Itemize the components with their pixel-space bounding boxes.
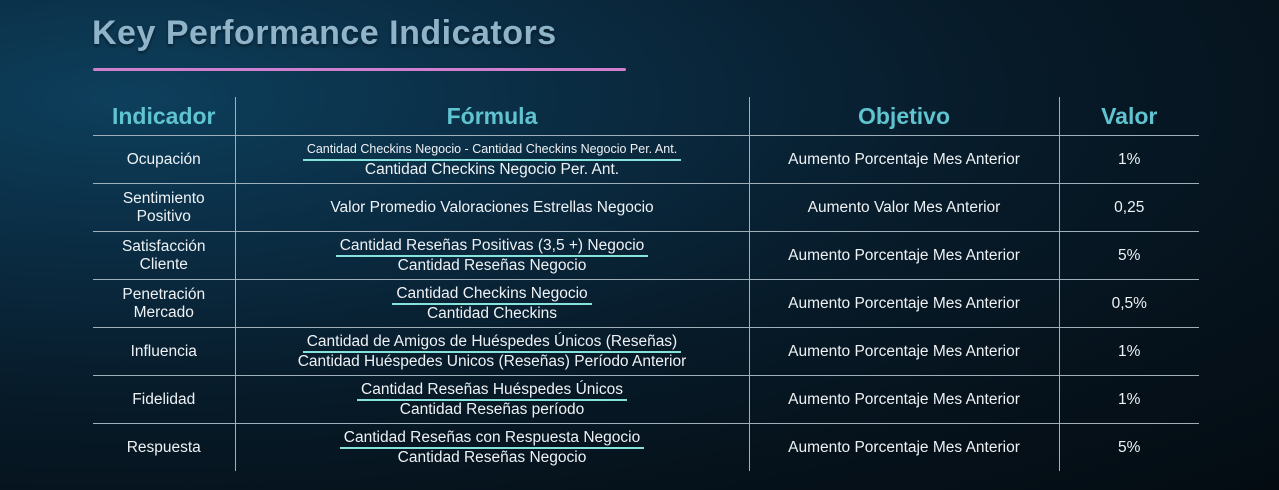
indicador-cell: Fidelidad <box>93 375 235 424</box>
indicador-cell: Influencia <box>93 327 235 376</box>
formula-cell: Cantidad Reseñas Positivas (3,5 +) Negoc… <box>234 231 749 280</box>
header-objetivo: Objetivo <box>748 97 1059 136</box>
valor-cell: 1% <box>1058 375 1199 424</box>
title-underline <box>93 68 626 71</box>
formula-numerator: Cantidad Reseñas Huéspedes Únicos <box>357 381 627 401</box>
formula-cell: Cantidad de Amigos de Huéspedes Únicos (… <box>234 327 749 376</box>
objetivo-cell: Aumento Porcentaje Mes Anterior <box>748 231 1059 280</box>
indicador-cell: Respuesta <box>126 438 201 456</box>
valor-cell: 5% <box>1058 423 1199 471</box>
formula-fraction: Cantidad Checkins Negocio - Cantidad Che… <box>302 140 682 178</box>
header-indicador: Indicador <box>93 97 235 136</box>
indicador-cell: Penetración Mercado <box>93 279 235 328</box>
valor-cell: 1% <box>1058 327 1199 376</box>
valor-cell: 1% <box>1058 135 1199 184</box>
indicador-cell: Satisfacción Cliente <box>93 231 235 280</box>
formula-cell: Cantidad Checkins Negocio Cantidad Check… <box>234 279 749 328</box>
objetivo-cell: Aumento Porcentaje Mes Anterior <box>748 327 1059 376</box>
formula-denominator: Cantidad Checkins <box>426 304 558 322</box>
table-row: Satisfacción Cliente Cantidad Reseñas Po… <box>93 231 1199 280</box>
slide-title: Key Performance Indicators <box>92 14 557 52</box>
table-row: Penetración Mercado Cantidad Checkins Ne… <box>93 279 1199 328</box>
formula-cell: Cantidad Checkins Negocio - Cantidad Che… <box>234 135 749 184</box>
table-row: Ocupación Cantidad Checkins Negocio - Ca… <box>93 135 1199 184</box>
valor-cell: 5% <box>1058 231 1199 280</box>
indicador-cell: Sentimiento Positivo <box>93 183 235 232</box>
valor-cell: 0,25 <box>1058 183 1199 232</box>
header-formula: Fórmula <box>234 97 749 136</box>
header-valor: Valor <box>1058 97 1199 136</box>
objetivo-cell: Aumento Porcentaje Mes Anterior <box>748 135 1059 184</box>
indicador-cell: Ocupación <box>93 135 235 184</box>
formula-denominator: Cantidad Reseñas Negocio <box>397 448 587 466</box>
formula-fraction: Cantidad Reseñas Huéspedes Únicos Cantid… <box>357 381 627 418</box>
table-row: Influencia Cantidad de Amigos de Huésped… <box>93 327 1199 376</box>
formula-denominator: Cantidad Reseñas período <box>399 400 585 418</box>
table-row: Sentimiento Positivo Valor Promedio Valo… <box>93 183 1199 232</box>
objetivo-cell: Aumento Porcentaje Mes Anterior <box>748 423 1059 471</box>
header-row: Indicador Fórmula Objetivo Valor <box>93 97 1199 136</box>
formula-fraction: Cantidad de Amigos de Huéspedes Únicos (… <box>298 333 687 370</box>
table-row: Respuesta Cantidad Reseñas con Respuesta… <box>93 423 1199 471</box>
formula-fraction: Cantidad Reseñas Positivas (3,5 +) Negoc… <box>335 237 649 274</box>
objetivo-cell: Aumento Porcentaje Mes Anterior <box>748 279 1059 328</box>
formula-fraction: Cantidad Checkins Negocio Cantidad Check… <box>392 285 592 322</box>
formula-cell: Cantidad Reseñas Huéspedes Únicos Cantid… <box>234 375 749 424</box>
formula-cell: Cantidad Reseñas con Respuesta Negocio C… <box>234 423 749 471</box>
objetivo-cell: Aumento Valor Mes Anterior <box>748 183 1059 232</box>
formula-fraction: Cantidad Reseñas con Respuesta Negocio C… <box>339 429 645 466</box>
formula-numerator: Cantidad de Amigos de Huéspedes Únicos (… <box>302 333 682 353</box>
kpi-table: Indicador Fórmula Objetivo Valor Ocupaci… <box>93 97 1199 471</box>
valor-cell: 0,5% <box>1058 279 1199 328</box>
formula-numerator: Cantidad Reseñas Positivas (3,5 +) Negoc… <box>335 237 649 257</box>
formula-numerator: Cantidad Checkins Negocio - Cantidad Che… <box>302 141 682 161</box>
objetivo-cell: Aumento Porcentaje Mes Anterior <box>748 375 1059 424</box>
formula-denominator: Cantidad Reseñas Negocio <box>397 256 587 274</box>
formula-numerator: Cantidad Reseñas con Respuesta Negocio <box>339 429 645 449</box>
formula-denominator: Cantidad Huéspedes Unicos (Reseñas) Perí… <box>297 352 687 370</box>
table-row: Fidelidad Cantidad Reseñas Huéspedes Úni… <box>93 375 1199 424</box>
formula-denominator: Cantidad Checkins Negocio Per. Ant. <box>364 161 620 178</box>
formula-numerator: Cantidad Checkins Negocio <box>392 285 592 305</box>
formula-cell: Valor Promedio Valoraciones Estrellas Ne… <box>234 183 749 232</box>
